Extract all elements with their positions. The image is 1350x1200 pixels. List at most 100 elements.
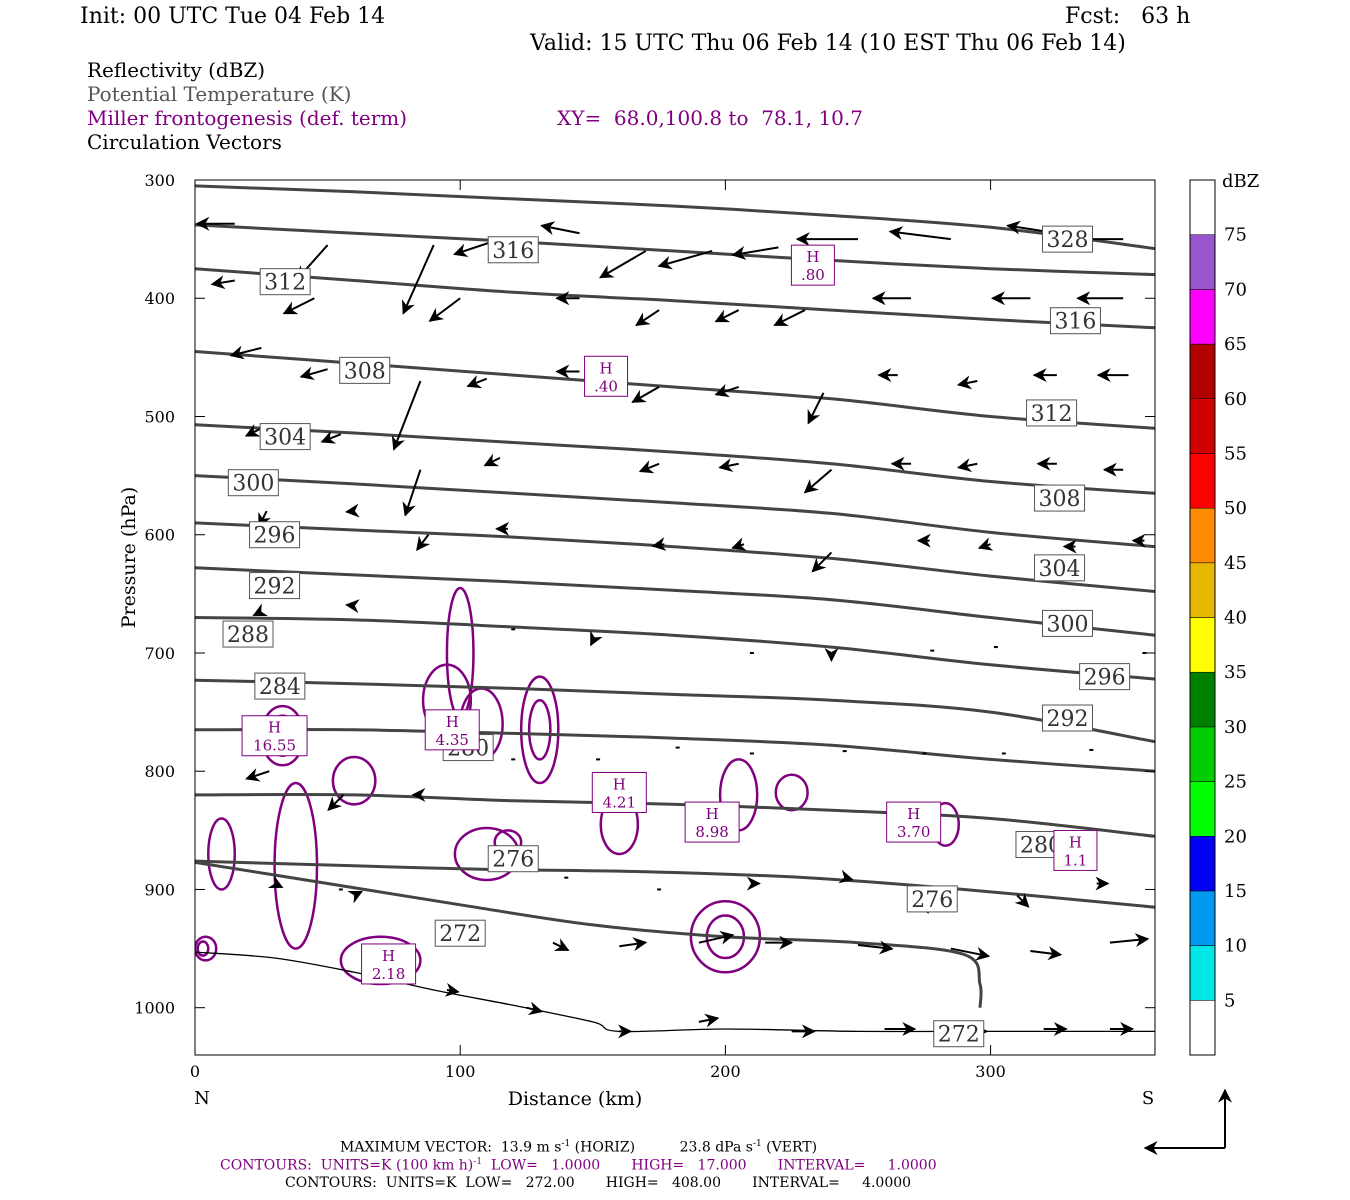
vector-86 <box>552 938 570 952</box>
high-marker-6: H3.70 <box>886 801 942 843</box>
vector-42 <box>956 458 978 472</box>
theta-line-276 <box>195 859 1155 909</box>
contour-label-21: 272 <box>434 919 486 947</box>
high-box <box>241 715 308 757</box>
contour-label-text: 296 <box>254 524 296 549</box>
high-marker-5: H8.98 <box>684 801 740 843</box>
vector-16 <box>635 309 660 327</box>
vector-17 <box>714 309 740 323</box>
high-label: H <box>806 248 819 266</box>
vector-88 <box>698 930 735 945</box>
colorbar-label-5: 5 <box>1224 990 1235 1011</box>
vector-93 <box>1109 933 1150 948</box>
vector-83 <box>1014 892 1030 908</box>
init-time: Init: 00 UTC Tue 04 Feb 14 <box>80 4 386 29</box>
high-box <box>790 244 835 286</box>
high-box <box>584 355 629 397</box>
colorbar-label-60: 60 <box>1224 389 1247 410</box>
vector-18 <box>773 309 806 327</box>
contour-label-text: 296 <box>1084 666 1126 691</box>
vector-7 <box>731 246 779 260</box>
theta-line-312 <box>195 350 1155 430</box>
vector-53 <box>977 537 994 551</box>
vector-65 <box>245 768 270 782</box>
contour-label-box <box>1034 484 1086 512</box>
fronto-contour-9 <box>774 773 809 812</box>
y-tick-label-600: 600 <box>144 526 175 545</box>
orientation-arrows-icon <box>1143 1088 1232 1155</box>
contour-label-box <box>434 919 486 947</box>
contour-label-16: 292 <box>1041 704 1093 732</box>
y-tick-label-500: 500 <box>144 407 175 426</box>
vector-90 <box>857 940 894 955</box>
contour-label-text: 316 <box>492 239 534 264</box>
fronto-contour-22 <box>196 940 210 957</box>
colorbar-label-20: 20 <box>1224 826 1247 847</box>
south-label: S <box>1142 1088 1154 1109</box>
contour-label-12: 300 <box>1041 609 1093 637</box>
theta-line-280 <box>195 792 1155 838</box>
contour-label-text: 316 <box>1054 310 1096 335</box>
frontogenesis-highs: H.80H.40H16.55H4.35H4.21H8.98H3.70H1.1H2… <box>241 244 1098 985</box>
contour-label-3: 316 <box>1049 307 1101 335</box>
contour-label-text: 276 <box>492 848 534 873</box>
contour-label-box <box>259 268 311 296</box>
contour-label-19: 276 <box>487 845 539 873</box>
vector-28 <box>714 383 739 398</box>
contour-label-text: 300 <box>1046 612 1088 637</box>
high-marker-7: H1.1 <box>1053 829 1098 871</box>
vector-59 <box>589 630 603 647</box>
contour-label-11: 292 <box>249 572 301 600</box>
legend-xy: XY= 68.0,100.8 to 78.1, 10.7 <box>557 106 863 130</box>
contour-label-13: 288 <box>222 620 274 648</box>
colorbar-label-55: 55 <box>1224 443 1247 464</box>
x-tick-label-100: 100 <box>445 1062 476 1081</box>
contour-label-box <box>1041 609 1093 637</box>
high-label: H <box>382 947 395 965</box>
y-tick-label-300: 300 <box>144 171 175 190</box>
contour-label-15: 284 <box>254 672 306 700</box>
vector-51 <box>811 551 833 573</box>
contour-label-text: 292 <box>1046 707 1088 732</box>
contour-label-7: 300 <box>227 469 279 497</box>
vector-87 <box>619 937 648 952</box>
colorbar-label-40: 40 <box>1224 608 1247 629</box>
high-marker-3: H4.35 <box>424 709 480 751</box>
colorbar-bin-35 <box>1189 617 1216 673</box>
colorbar-label-25: 25 <box>1224 772 1247 793</box>
y-tick-label-700: 700 <box>144 644 175 663</box>
high-label: H <box>706 805 719 823</box>
contour-label-text: 304 <box>264 426 306 451</box>
colorbar: 5 10 15 20 25 30 35 40 45 50 55 60 65 70 75 dBZ <box>1189 171 1259 1056</box>
fronto-contour-6 <box>519 675 560 785</box>
contour-label-text: 276 <box>911 888 953 913</box>
vector-49 <box>651 537 667 551</box>
high-value: .40 <box>594 377 618 395</box>
legend-circulation: Circulation Vectors <box>87 130 282 154</box>
contour-label-box <box>1026 399 1078 427</box>
high-value: 2.18 <box>372 965 405 983</box>
high-value: 3.70 <box>897 823 930 841</box>
theta-line-320 <box>195 223 1155 277</box>
theta-line-272 <box>195 860 983 1008</box>
vector-97 <box>698 1013 720 1028</box>
fronto-contour-16 <box>331 755 377 806</box>
vector-40 <box>803 468 833 494</box>
footer-contours-theta: CONTOURS: UNITS=K LOW= 272.00 HIGH= 408.… <box>285 1175 912 1191</box>
vector-39 <box>718 458 739 472</box>
contour-label-10: 304 <box>1034 554 1086 582</box>
theta-line-316 <box>195 267 1155 330</box>
colorbar-bin-15 <box>1189 836 1216 892</box>
contour-label-text: 300 <box>232 472 274 497</box>
terrain-path <box>195 951 1155 1033</box>
contour-label-text: 292 <box>254 575 296 600</box>
forecast-hour: Fcst: 63 h <box>1065 4 1191 29</box>
high-label: H <box>1069 833 1082 851</box>
contour-label-box <box>487 236 539 264</box>
colorbar-label-50: 50 <box>1224 498 1247 519</box>
contour-label-text: 272 <box>439 922 481 947</box>
contour-label-6: 304 <box>259 423 311 451</box>
colorbar-bin-45 <box>1189 507 1216 564</box>
high-box <box>361 943 417 985</box>
